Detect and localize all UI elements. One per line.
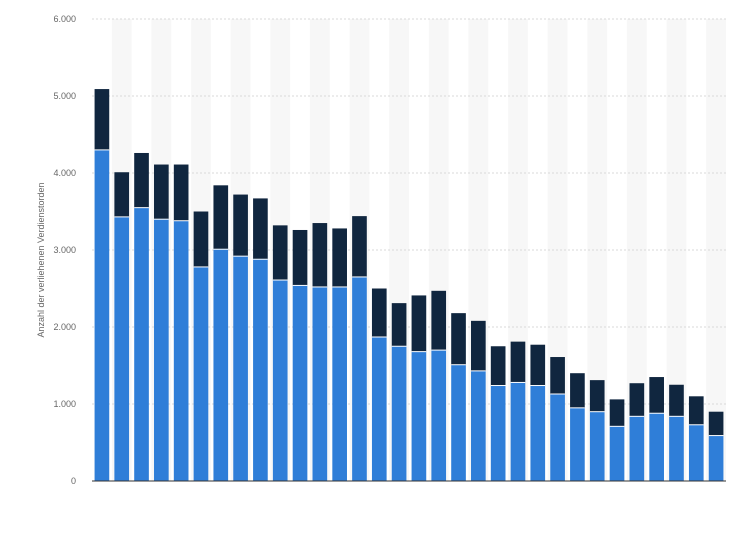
- bar-segment-series-1: [570, 407, 585, 481]
- bar-segment-series-1: [292, 285, 308, 481]
- bar-segment-series-1: [272, 280, 288, 481]
- y-tick-label: 3.000: [53, 245, 76, 255]
- bar-segment-series-2: [490, 346, 506, 386]
- bar-segment-series-1: [471, 370, 486, 481]
- bar-segment-series-2: [173, 164, 189, 221]
- bar-segment-series-2: [312, 223, 328, 287]
- bar-segment-series-1: [134, 207, 149, 481]
- bar-segment-series-1: [708, 435, 724, 481]
- bar-segment-series-2: [94, 89, 110, 150]
- bar-segment-series-2: [134, 152, 149, 208]
- bar-segment-series-2: [233, 194, 248, 257]
- bar-segment-series-2: [431, 290, 447, 351]
- y-tick-label: 2.000: [53, 322, 76, 332]
- bar-segment-series-1: [193, 266, 209, 481]
- bar-segment-series-1: [312, 286, 328, 481]
- bar-segment-series-1: [530, 385, 546, 481]
- y-tick-label: 0: [71, 476, 76, 486]
- bar-segment-series-2: [114, 172, 130, 217]
- bar-segment-series-2: [550, 357, 565, 394]
- bar-segment-series-1: [490, 385, 506, 481]
- bar-segment-series-1: [411, 351, 427, 481]
- bar-segment-series-1: [173, 220, 189, 482]
- bar-segment-series-1: [233, 256, 248, 481]
- y-tick-label: 6.000: [53, 14, 76, 24]
- y-tick-label: 5.000: [53, 91, 76, 101]
- bar-segment-series-2: [292, 229, 308, 286]
- bar-segment-series-1: [431, 350, 447, 481]
- bar-segment-series-1: [550, 393, 565, 481]
- bar-segment-series-1: [669, 416, 684, 481]
- bar-segment-series-2: [332, 228, 347, 287]
- bar-segment-series-2: [213, 185, 229, 250]
- bar-segment-series-1: [154, 219, 169, 481]
- bar-segment-series-1: [451, 364, 466, 481]
- bar-segment-series-2: [510, 341, 526, 383]
- bar-segment-series-1: [629, 416, 645, 481]
- bar-segment-series-2: [669, 384, 684, 417]
- bar-segment-series-2: [272, 225, 288, 281]
- bar-segment-series-1: [114, 216, 130, 481]
- y-tick-label: 4.000: [53, 168, 76, 178]
- bar-segment-series-2: [253, 198, 268, 260]
- bar-segment-series-1: [391, 346, 407, 481]
- bar-segment-series-1: [253, 259, 268, 481]
- bar-segment-series-2: [589, 380, 605, 412]
- bar-segment-series-1: [609, 426, 625, 481]
- bar-segment-series-2: [708, 411, 724, 436]
- bar-segment-series-2: [688, 396, 704, 425]
- y-axis-label: Anzahl der verliehenen Verdienstorden: [36, 182, 46, 337]
- bar-segment-series-1: [688, 424, 704, 481]
- bar-segment-series-1: [510, 382, 526, 481]
- bar-segment-series-2: [530, 344, 546, 386]
- y-tick-labels: 0 1.000 2.000 3.000 4.000 5.000 6.000: [53, 14, 76, 486]
- y-tick-label: 1.000: [53, 399, 76, 409]
- bar-segment-series-2: [391, 303, 407, 347]
- bar-segment-series-1: [352, 276, 367, 481]
- bar-segment-series-2: [629, 383, 645, 417]
- bar-segment-series-1: [649, 413, 664, 481]
- bar-segment-series-2: [193, 211, 209, 267]
- bar-segment-series-1: [213, 249, 229, 481]
- bars: [94, 89, 724, 482]
- bar-segment-series-2: [649, 377, 664, 414]
- bar-segment-series-2: [609, 399, 625, 427]
- bar-segment-series-2: [451, 313, 466, 365]
- bar-segment-series-1: [589, 411, 605, 481]
- bar-segment-series-2: [371, 288, 387, 338]
- bar-segment-series-1: [332, 286, 347, 481]
- bar-segment-series-1: [371, 337, 387, 481]
- bar-segment-series-2: [570, 373, 585, 408]
- bar-segment-series-2: [471, 320, 486, 371]
- bar-segment-series-2: [154, 164, 169, 220]
- bar-segment-series-2: [352, 216, 367, 277]
- bar-segment-series-1: [94, 149, 110, 481]
- bar-segment-series-2: [411, 295, 427, 352]
